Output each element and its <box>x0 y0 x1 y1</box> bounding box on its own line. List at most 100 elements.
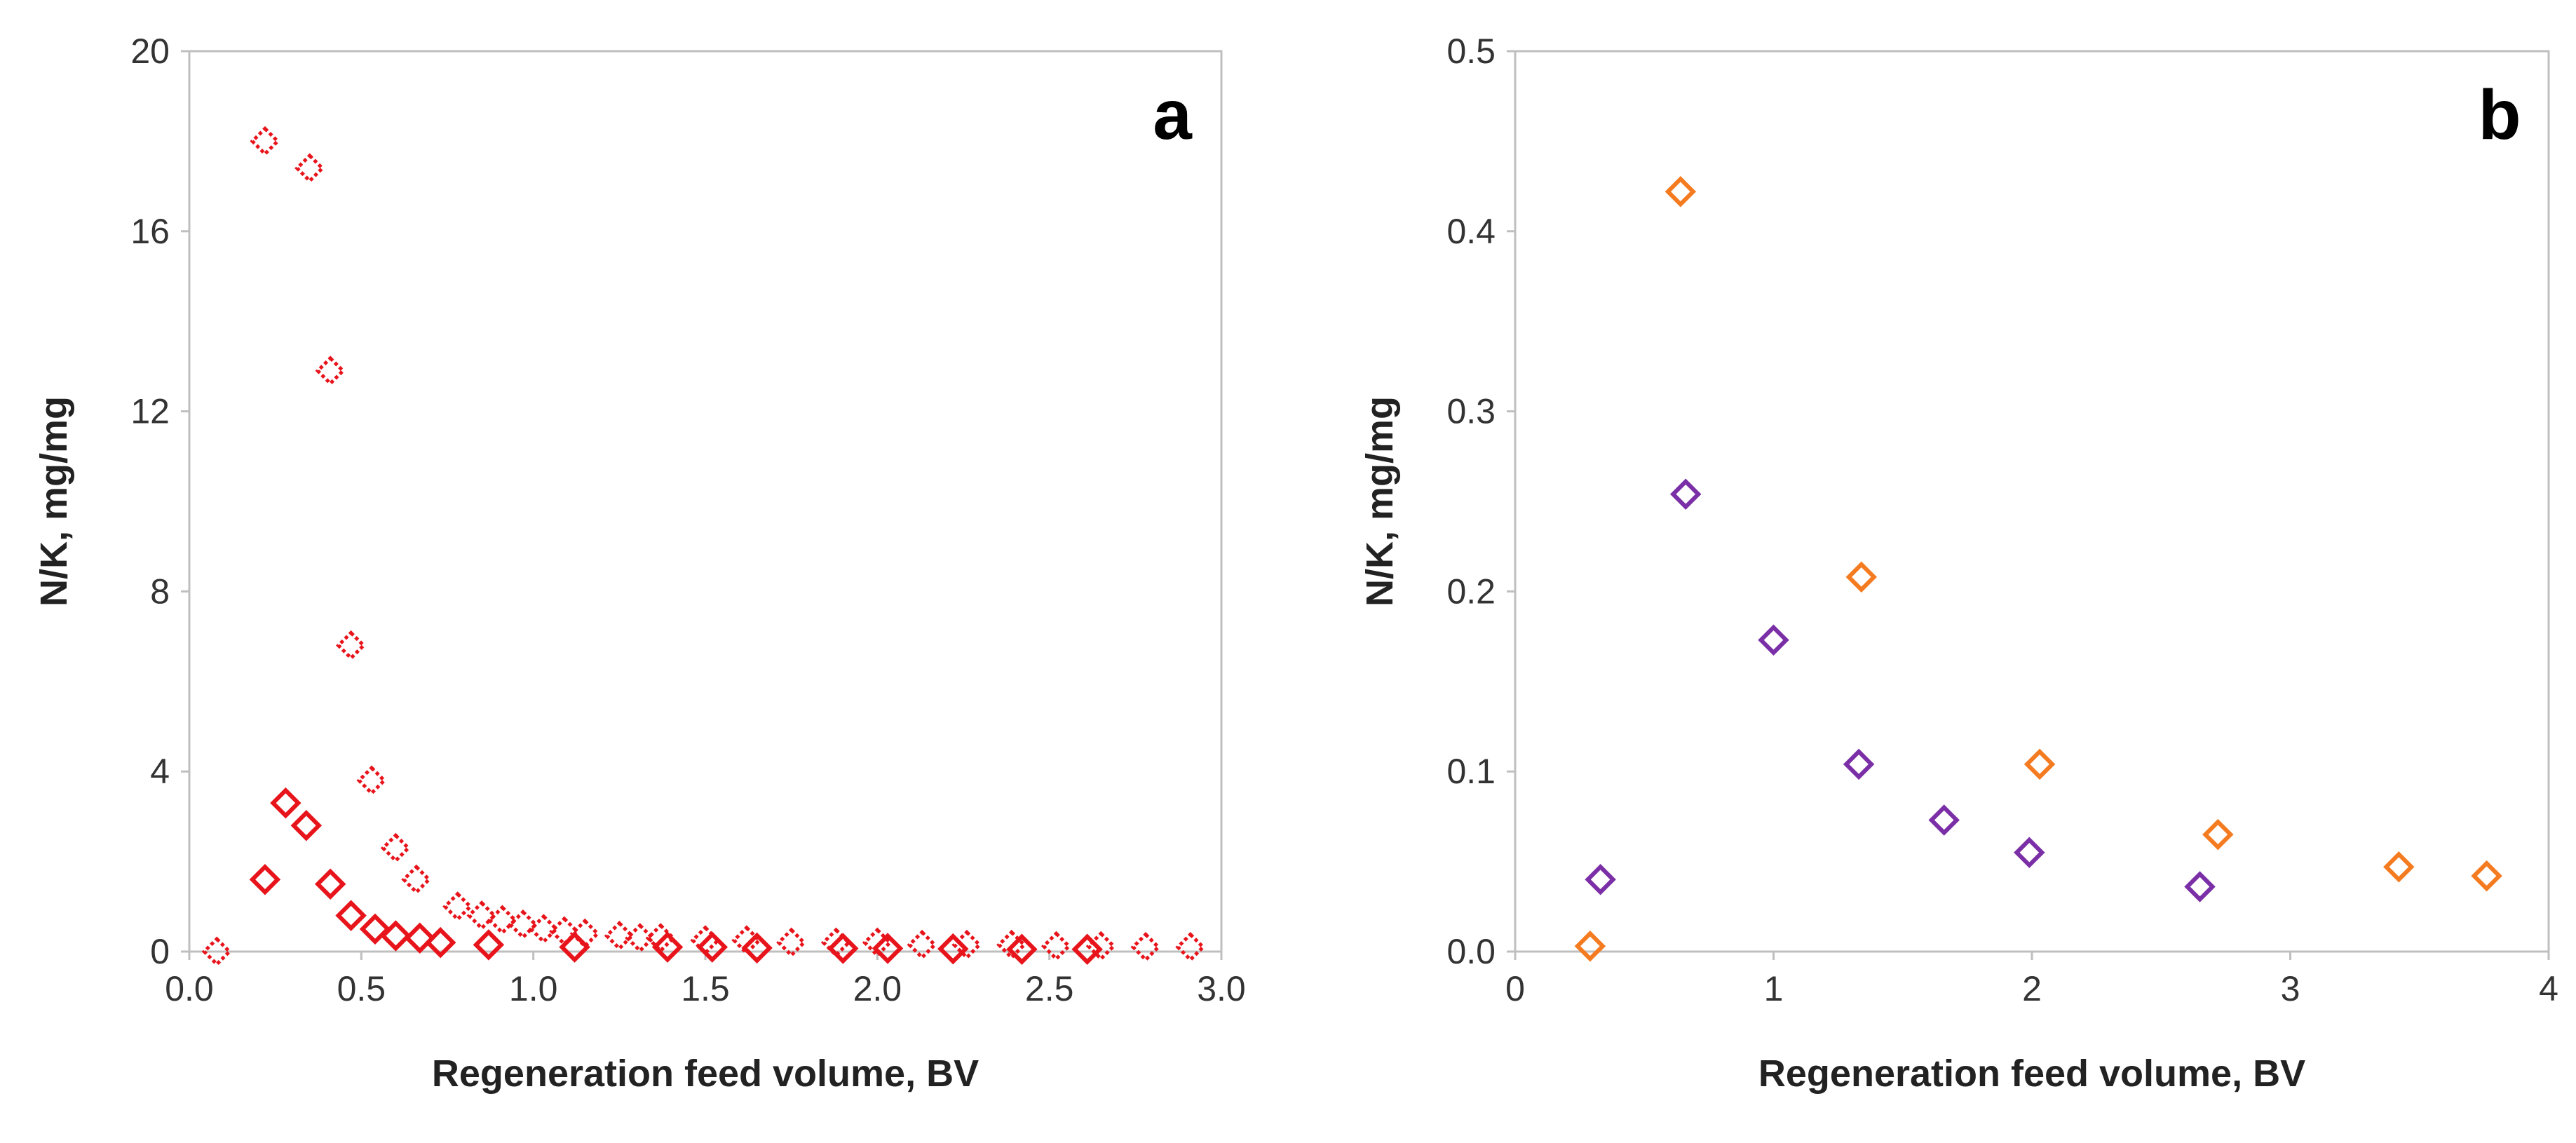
x-tick-label: 0 <box>1505 969 1525 1008</box>
data-point <box>996 929 1027 960</box>
y-axis-label: N/K, mg/mg <box>33 396 75 607</box>
data-point <box>1585 864 1616 895</box>
y-axis-label: N/K, mg/mg <box>1359 396 1401 607</box>
data-point <box>473 929 505 961</box>
data-point <box>401 864 432 895</box>
data-point <box>380 832 411 863</box>
series-0 <box>201 126 1206 967</box>
y-tick-label: 8 <box>150 572 170 611</box>
data-point <box>862 927 893 958</box>
data-point <box>827 933 859 964</box>
data-point <box>1669 478 1702 510</box>
panel-label: a <box>1153 76 1193 154</box>
x-tick-label: 4 <box>2539 969 2558 1008</box>
y-tick-label: 0.3 <box>1446 392 1496 431</box>
data-point <box>690 925 721 956</box>
y-tick-label: 0.2 <box>1446 572 1496 611</box>
data-point <box>2202 818 2234 851</box>
data-point <box>907 929 937 960</box>
data-point <box>741 932 773 964</box>
x-tick-label: 1.5 <box>681 969 730 1008</box>
data-point <box>1665 176 1697 208</box>
x-tick-label: 3.0 <box>1197 969 1246 1008</box>
plot-area-frame <box>188 50 1223 953</box>
data-point <box>1130 932 1161 963</box>
x-tick-label: 1 <box>1764 969 1784 1008</box>
data-point <box>625 923 656 954</box>
data-point <box>1845 561 1878 593</box>
data-point <box>466 900 497 931</box>
data-point <box>559 931 590 963</box>
data-point <box>2383 851 2415 883</box>
data-point <box>315 356 346 386</box>
data-point <box>820 927 851 958</box>
data-point <box>442 891 473 922</box>
y-tick-label: 0.4 <box>1446 212 1496 251</box>
y-tick-label: 0 <box>150 932 170 971</box>
panel-label: b <box>2478 76 2521 154</box>
data-point <box>270 787 301 819</box>
y-tick-label: 4 <box>150 752 170 791</box>
y-tick-label: 16 <box>130 212 170 251</box>
chart-panel-a: 0 4 8 12 16 20 0.0 0.5 1.0 1.5 2.0 2.5 3.0 Regenerati… <box>33 32 1246 1095</box>
data-point <box>645 923 676 954</box>
data-point <box>290 809 323 841</box>
data-point <box>356 765 387 796</box>
data-point <box>508 909 538 940</box>
y-tick-label: 0.5 <box>1446 32 1496 71</box>
data-point <box>249 864 281 895</box>
data-point <box>1928 804 1960 836</box>
data-point <box>1006 933 1038 966</box>
data-point <box>1175 932 1206 963</box>
x-tick-label: 3 <box>2281 969 2300 1008</box>
series-0 <box>1574 176 2502 962</box>
y-tick-label: 0.1 <box>1446 752 1496 791</box>
x-tick-label: 2.5 <box>1025 969 1074 1008</box>
series-1 <box>1585 478 2216 902</box>
data-point <box>604 920 635 952</box>
data-point <box>335 900 367 931</box>
data-point <box>487 905 518 935</box>
chart-panel-b: 0.0 0.1 0.2 0.3 0.4 0.5 0 1 2 3 4 Regeneration feed… <box>1359 32 2558 1095</box>
x-tick-label: 2.0 <box>853 969 902 1008</box>
x-axis-label: Regeneration feed volume, BV <box>432 1053 979 1095</box>
y-tick-label: 20 <box>130 32 170 71</box>
data-point <box>2184 871 2216 902</box>
plot-area-frame <box>1514 50 2550 953</box>
data-point <box>201 936 232 967</box>
x-tick-label: 0.0 <box>165 969 214 1008</box>
data-point <box>380 920 412 952</box>
data-point <box>1843 748 1875 780</box>
data-point <box>314 868 346 900</box>
data-point <box>872 933 904 964</box>
y-tick-label: 12 <box>130 392 170 431</box>
series-1 <box>249 787 1103 966</box>
data-point <box>294 153 325 184</box>
data-point <box>1071 933 1103 966</box>
data-point <box>1040 931 1072 961</box>
data-point <box>2471 860 2502 892</box>
data-point <box>2014 837 2045 869</box>
data-point <box>776 927 807 958</box>
x-tick-label: 1.0 <box>509 969 558 1008</box>
x-tick-label: 2 <box>2022 969 2042 1008</box>
data-point <box>2023 748 2056 780</box>
data-point <box>651 931 684 963</box>
x-axis-label: Regeneration feed volume, BV <box>1758 1053 2305 1095</box>
data-point <box>424 926 456 959</box>
data-point <box>250 126 280 156</box>
data-point <box>1574 931 1606 962</box>
y-tick-label: 0.0 <box>1446 932 1496 971</box>
data-point <box>528 914 559 945</box>
data-point <box>1758 624 1789 656</box>
data-point <box>359 913 391 945</box>
data-point <box>937 933 969 965</box>
data-point <box>696 931 728 963</box>
data-point <box>731 925 762 956</box>
data-point <box>549 916 580 947</box>
x-tick-label: 0.5 <box>337 969 386 1008</box>
data-point <box>404 922 435 954</box>
data-point <box>569 918 600 949</box>
data-point <box>336 630 367 661</box>
